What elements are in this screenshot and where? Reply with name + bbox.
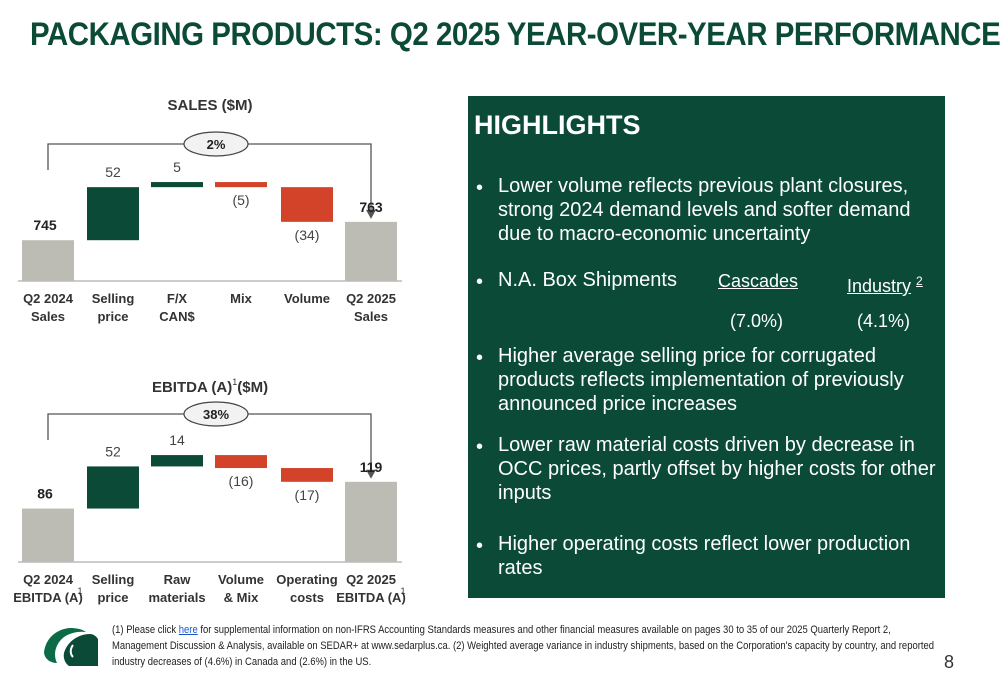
highlight-volume: Lower volume reflects previous plant clo… xyxy=(498,175,911,245)
bullet-marker: • xyxy=(476,271,484,293)
industry-footnote-ref: 2 xyxy=(916,274,923,288)
data-label: (17) xyxy=(295,487,320,503)
bar-decrease xyxy=(281,468,333,482)
category-label: & Mix xyxy=(224,590,259,605)
chart-title-suffix: ($M) xyxy=(237,379,268,396)
growth-badge-label: 2% xyxy=(207,137,226,152)
category-footnote-ref: 1 xyxy=(77,586,82,596)
category-label: Q2 2025 xyxy=(346,572,396,587)
chart-title-text: SALES ($M) xyxy=(167,97,252,114)
category-label: materials xyxy=(148,590,205,605)
category-label: Volume xyxy=(218,572,264,587)
data-label: 52 xyxy=(105,164,121,180)
growth-badge-label: 38% xyxy=(203,407,229,422)
footnote: (1) Please click here for supplemental i… xyxy=(112,622,942,670)
growth-badge xyxy=(183,131,249,157)
category-label: Volume xyxy=(284,291,330,306)
bar-increase xyxy=(87,466,139,509)
category-label: Selling xyxy=(92,291,135,306)
category-label: Operating xyxy=(276,572,337,587)
category-label: EBITDA (A) xyxy=(13,590,83,605)
category-label: Q2 2024 xyxy=(23,291,74,306)
growth-badge xyxy=(183,401,249,427)
sales-waterfall-chart: SALES ($M) 2% 745 52 5 (5) (34) 763 Q2 2024 Sales… xyxy=(18,97,402,324)
supplemental-info-link[interactable]: here xyxy=(178,624,198,636)
bullet-marker: • xyxy=(476,347,484,369)
chart-title-footnote-ref: 1 xyxy=(232,377,237,387)
box-shipments-label: N.A. Box Shipments xyxy=(498,269,677,291)
data-label: (16) xyxy=(229,473,254,489)
category-label: CAN$ xyxy=(159,309,195,324)
bar-total xyxy=(345,221,397,281)
data-label: 52 xyxy=(105,443,121,459)
data-label: 5 xyxy=(173,159,181,175)
bracket-arrow xyxy=(366,209,376,219)
data-label: 86 xyxy=(37,486,53,502)
data-label: 119 xyxy=(360,459,383,475)
highlights-panel: HIGHLIGHTS • Lower volume reflects previ… xyxy=(468,96,945,598)
company-logo xyxy=(44,628,98,666)
category-label: price xyxy=(97,590,128,605)
category-label: Raw xyxy=(164,572,192,587)
category-label: Selling xyxy=(92,572,135,587)
bar-total xyxy=(345,481,397,562)
category-label: EBITDA (A) xyxy=(336,590,406,605)
bar-increase xyxy=(151,455,203,467)
bar-decrease xyxy=(281,187,333,222)
industry-label: Industry xyxy=(847,276,912,296)
bar-increase xyxy=(87,187,139,241)
data-label: (34) xyxy=(295,227,320,243)
page-number: 8 xyxy=(944,652,955,672)
bar-decrease xyxy=(215,455,267,469)
data-label: (5) xyxy=(232,192,249,208)
bar-total xyxy=(22,240,74,281)
footnote-part2: for supplemental information on non-IFRS… xyxy=(112,624,935,668)
bar-decrease xyxy=(215,182,267,188)
highlight-selling-price: Higher average selling price for corruga… xyxy=(498,345,904,415)
category-label: Mix xyxy=(230,291,252,306)
industry-header: Industry 2 xyxy=(847,270,923,297)
category-label: Q2 2025 xyxy=(346,291,396,306)
data-label: 763 xyxy=(359,199,383,215)
chart-title: SALES ($M) xyxy=(167,97,252,114)
bracket-arrow xyxy=(366,469,376,479)
bullet-marker: • xyxy=(476,535,484,557)
category-label: costs xyxy=(290,590,324,605)
page-title: PACKAGING PRODUCTS: Q2 2025 YEAR-OVER-YE… xyxy=(30,16,1000,52)
highlight-raw-materials: Lower raw material costs driven by decre… xyxy=(498,434,936,504)
industry-value: (4.1%) xyxy=(857,311,911,331)
category-label: Sales xyxy=(354,309,388,324)
bar-total xyxy=(22,508,74,562)
cascades-value: (7.0%) xyxy=(730,311,784,331)
category-label: F/X xyxy=(167,291,188,306)
highlight-operating-costs: Higher operating costs reflect lower pro… xyxy=(498,533,911,579)
category-label: Sales xyxy=(31,309,65,324)
data-label: 14 xyxy=(169,432,185,448)
chart-title-text: EBITDA (A) xyxy=(152,379,232,396)
highlights-title: HIGHLIGHTS xyxy=(474,110,641,140)
footnote-part1: (1) Please click xyxy=(112,624,179,636)
category-label: Q2 2024 xyxy=(23,572,74,587)
bar-increase xyxy=(151,182,203,188)
bullet-marker: • xyxy=(476,436,484,458)
bullet-marker: • xyxy=(476,177,484,199)
data-label: 745 xyxy=(33,217,57,233)
category-footnote-ref: 1 xyxy=(400,586,405,596)
cascades-header: Cascades xyxy=(718,271,799,291)
chart-title: EBITDA (A)1($M) xyxy=(152,377,268,396)
category-label: price xyxy=(97,309,128,324)
